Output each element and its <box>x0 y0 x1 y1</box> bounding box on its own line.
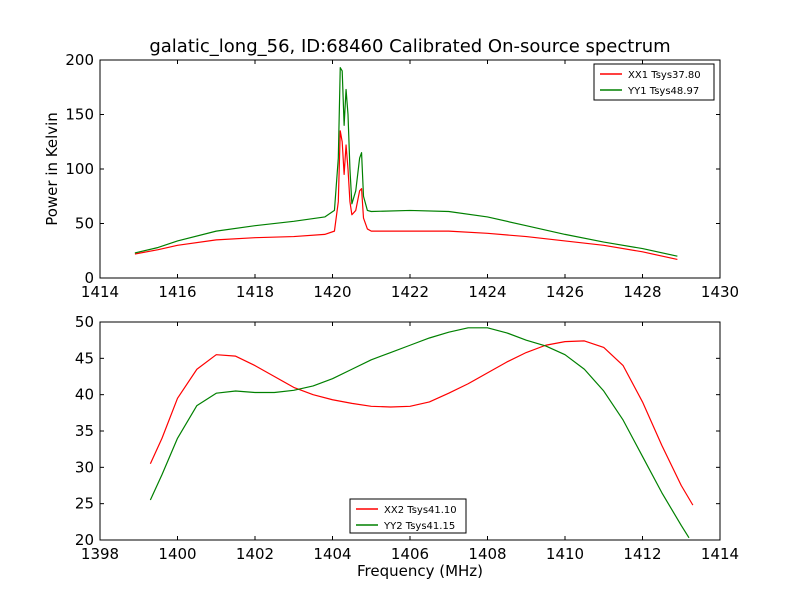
subplot-2: 1398 1400 1402 1404 1406 1408 1410 1412 1414 20 25… <box>75 313 739 580</box>
y-tick-label: 200 <box>65 51 94 69</box>
y-tick-label: 40 <box>75 386 94 404</box>
legend: XX1 Tsys37.80 YY1 Tsys48.97 <box>593 63 715 101</box>
x-tick-label: 1412 <box>623 545 661 563</box>
x-tick-label: 1404 <box>313 545 351 563</box>
x-tick-label: 1430 <box>701 283 739 301</box>
legend: XX2 Tsys41.10 YY2 Tsys41.15 <box>349 498 467 534</box>
x-tick-label: 1426 <box>546 283 584 301</box>
x-tick-label: 1414 <box>701 545 739 563</box>
x-tick-label: 1424 <box>468 283 506 301</box>
y-tick-label: 25 <box>75 495 94 513</box>
x-tick-label: 1406 <box>391 545 429 563</box>
x-tick-label: 1422 <box>391 283 429 301</box>
series-line-2 <box>134 67 678 257</box>
y-tick-label: 100 <box>65 160 94 178</box>
subplot-1: 1414 1416 1418 1420 1422 1424 1426 1428 1430 0 50 1… <box>43 51 739 301</box>
chart-title: galatic_long_56, ID:68460 Calibrated On-… <box>149 36 670 57</box>
legend-label-1: XX2 Tsys41.10 <box>384 505 457 516</box>
plot-layer: 1414 1416 1418 1420 1422 1424 1426 1428 14300501… <box>43 51 739 580</box>
legend-label-2: YY2 Tsys41.15 <box>383 521 455 532</box>
x-tick-label: 1416 <box>158 283 196 301</box>
x-tick-label: 1418 <box>236 283 274 301</box>
x-tick-label: 1398 <box>81 545 119 563</box>
y-tick-label: 20 <box>75 531 94 549</box>
x-tick-label: 1408 <box>468 545 506 563</box>
legend-box <box>593 63 715 101</box>
legend-box <box>349 498 467 534</box>
x-tick-label: 1402 <box>236 545 274 563</box>
y-tick-label: 0 <box>84 269 94 287</box>
y-tick-label: 150 <box>65 106 94 124</box>
x-tick-label: 1400 <box>158 545 196 563</box>
y-tick-label: 50 <box>75 215 94 233</box>
x-tick-label: 1428 <box>623 283 661 301</box>
y-axis-label: Power in Kelvin <box>43 112 61 226</box>
x-tick-label: 1420 <box>313 283 351 301</box>
legend-label-1: XX1 Tsys37.80 <box>628 70 701 81</box>
y-tick-label: 30 <box>75 458 94 476</box>
y-tick-label: 45 <box>75 349 94 367</box>
y-tick-label: 35 <box>75 422 94 440</box>
series-line-2 <box>149 327 690 539</box>
legend-label-2: YY1 Tsys48.97 <box>627 86 699 97</box>
series-line-1 <box>149 340 694 506</box>
series-group <box>149 327 694 539</box>
x-axis-label: Frequency (MHz) <box>357 562 483 580</box>
y-tick-label: 50 <box>75 313 94 331</box>
x-tick-label: 1414 <box>81 283 119 301</box>
x-tick-label: 1410 <box>546 545 584 563</box>
series-line-1 <box>134 130 678 261</box>
series-group <box>134 67 678 261</box>
